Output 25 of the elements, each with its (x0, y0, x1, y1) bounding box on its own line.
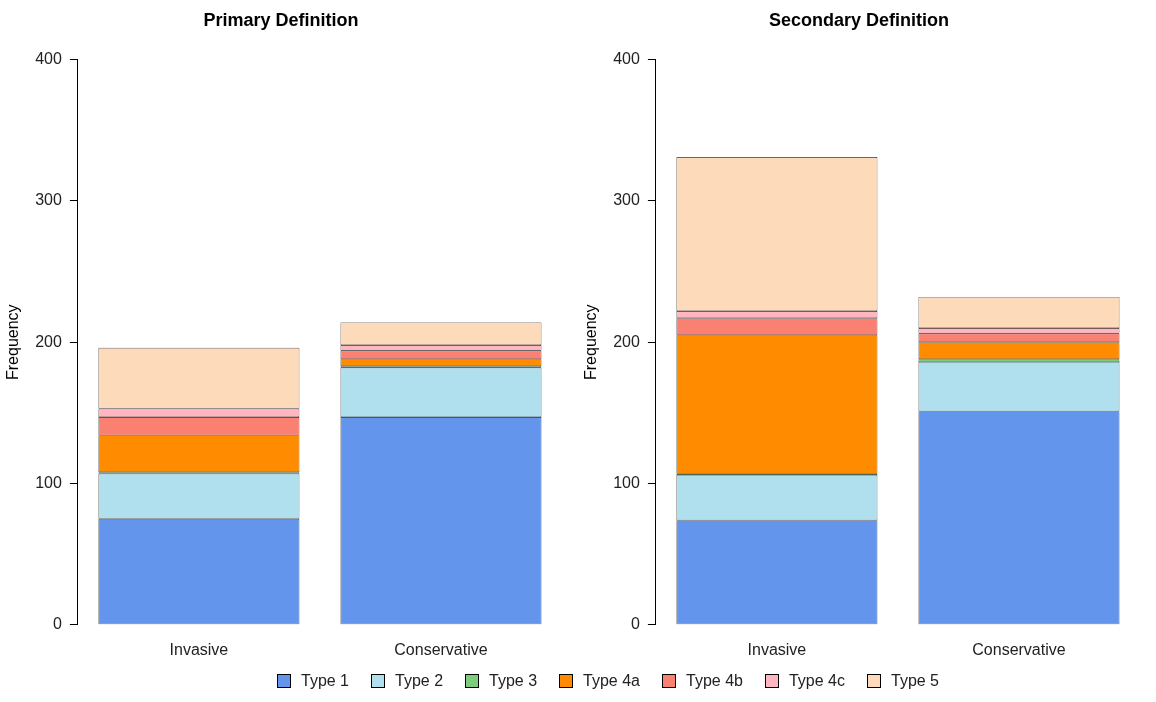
legend-label: Type 2 (395, 672, 444, 690)
y-tick-label: 400 (613, 50, 640, 68)
y-tick-label: 100 (35, 473, 62, 491)
y-tick-label: 0 (630, 615, 640, 633)
y-tick-label: 100 (613, 473, 640, 491)
legend-label: Type 3 (489, 672, 538, 690)
y-axis-title: Frequency (4, 304, 22, 380)
y-tick-label: 300 (613, 191, 640, 209)
y-tick-label: 0 (52, 615, 62, 633)
legend-label: Type 4b (686, 672, 743, 690)
x-tick-label: Invasive (747, 640, 807, 658)
legend-label: Type 4a (583, 672, 641, 690)
x-tick-label: Conservative (394, 640, 488, 658)
y-tick-label: 200 (613, 332, 640, 350)
legend-label: Type 4c (788, 672, 845, 690)
y-tick-label: 200 (35, 332, 62, 350)
y-axis-title: Frequency (582, 304, 600, 380)
chart-title: Primary Definition (203, 9, 359, 30)
chart-title: Secondary Definition (768, 9, 950, 30)
legend-label: Type 1 (300, 672, 350, 690)
x-tick-label: Invasive (169, 640, 229, 658)
legend-label: Type 5 (890, 672, 940, 690)
y-tick-label: 400 (35, 50, 62, 68)
y-tick-label: 300 (35, 191, 62, 209)
x-tick-label: Conservative (972, 640, 1066, 658)
